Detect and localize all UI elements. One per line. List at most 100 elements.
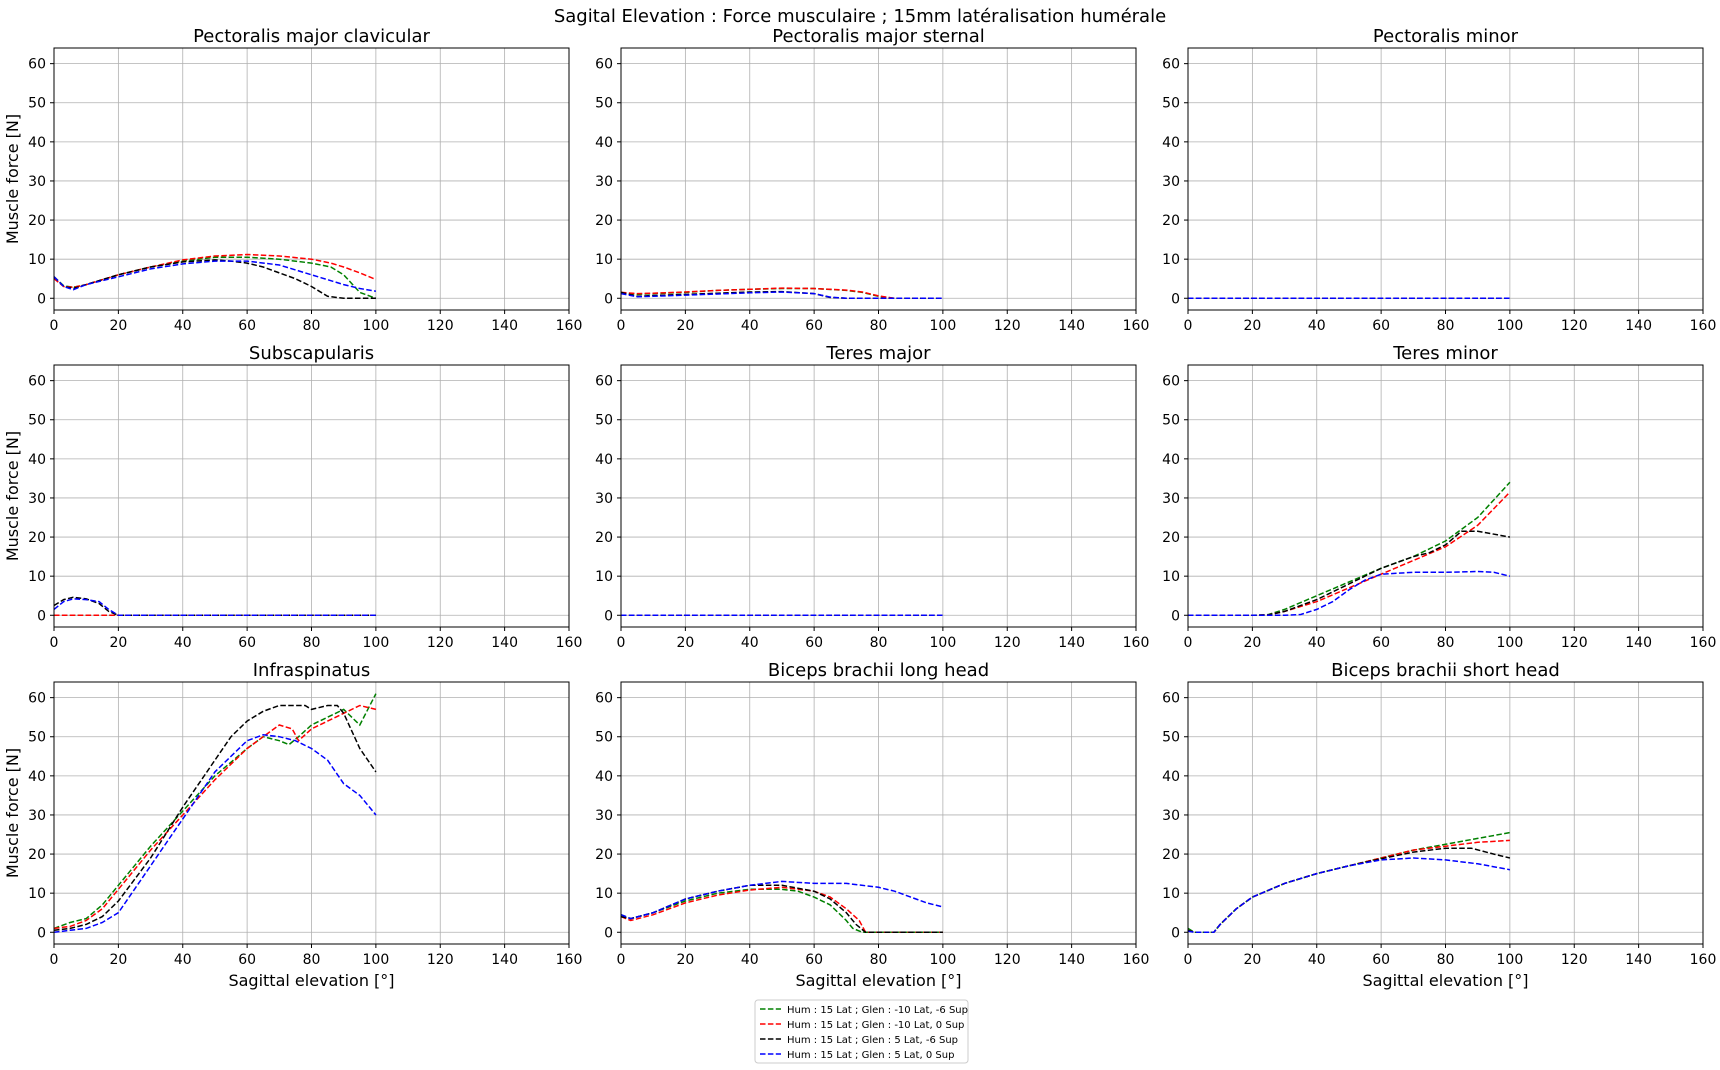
x-tick-label: 120 [1561,635,1588,651]
series-line [620,884,943,934]
x-tick-label: 40 [174,952,192,968]
y-tick-label: 20 [595,530,613,546]
y-tick-label: 0 [1171,608,1180,624]
x-tick-label: 0 [50,318,59,334]
x-axis-label: Sagittal elevation [°] [228,971,394,990]
x-tick-label: 20 [1243,635,1261,651]
y-tick-label: 30 [595,174,613,190]
y-tick-label: 30 [28,491,46,507]
figure-title: Sagital Elevation : Force musculaire ; 1… [554,6,1166,27]
series-line [1188,491,1511,617]
x-tick-label: 0 [50,952,59,968]
x-tick-label: 80 [870,952,888,968]
subplot-title: Pectoralis minor [1373,26,1519,47]
y-tick-label: 60 [1162,374,1180,390]
y-tick-label: 60 [595,374,613,390]
y-tick-label: 40 [1162,135,1180,151]
x-tick-label: 80 [870,318,888,334]
y-tick-label: 30 [28,174,46,190]
x-tick-label: 100 [1497,318,1524,334]
x-tick-label: 20 [1243,952,1261,968]
y-tick-label: 30 [1162,491,1180,507]
x-tick-label: 40 [1308,318,1326,334]
y-tick-label: 20 [28,530,46,546]
x-tick-label: 20 [676,318,694,334]
x-axis-label: Sagittal elevation [°] [795,971,961,990]
y-tick-label: 40 [595,135,613,151]
x-tick-label: 120 [1561,318,1588,334]
x-tick-label: 0 [1184,952,1193,968]
subplot-title: Pectoralis major clavicular [193,26,430,47]
y-tick-label: 60 [28,691,46,707]
y-tick-label: 50 [1162,730,1180,746]
legend-label: Hum : 15 Lat ; Glen : -10 Lat, -6 Sup [787,1005,968,1016]
y-tick-label: 50 [28,413,46,429]
x-tick-label: 60 [805,635,823,651]
x-tick-label: 40 [741,318,759,334]
y-tick-label: 50 [28,730,46,746]
y-tick-label: 40 [28,135,46,151]
series-line [53,704,377,932]
x-tick-label: 60 [1372,318,1390,334]
x-tick-label: 140 [1625,635,1652,651]
x-tick-label: 20 [676,635,694,651]
x-tick-label: 80 [303,635,321,651]
x-tick-label: 160 [1690,318,1717,334]
x-tick-label: 140 [1625,318,1652,334]
subplot: 0 20 40 60 80 100 120 140 160 0 10 20 30 40 50 60 Biceps… [1162,660,1716,990]
x-tick-label: 140 [1058,635,1085,651]
x-tick-label: 80 [303,952,321,968]
x-tick-label: 120 [994,952,1021,968]
series-line [1188,530,1511,617]
y-tick-label: 60 [595,691,613,707]
x-tick-label: 160 [1690,952,1717,968]
y-tick-label: 40 [28,452,46,468]
panels: 0 20 40 60 80 100 120 140 1600102030405060Pector… [3,26,1716,990]
subplot-title: Teres major [825,343,931,364]
x-tick-label: 60 [238,635,256,651]
subplot: 0 20 40 60 80 100 120 140 160 0 10 20 30 40 50 60 Pector… [1162,26,1716,334]
x-tick-label: 60 [1372,635,1390,651]
series-line [53,596,376,617]
x-tick-label: 140 [1625,952,1652,968]
subplot-title: Teres minor [1392,343,1498,364]
x-tick-label: 140 [1058,952,1085,968]
y-tick-label: 40 [595,769,613,785]
x-tick-label: 120 [994,318,1021,334]
x-tick-label: 80 [870,635,888,651]
y-tick-label: 0 [1171,925,1180,941]
subplot: 0 20 40 60 80 100 120 140 160 0 10 20 30 40 50 60 Pector… [3,26,582,334]
y-tick-label: 10 [28,569,46,585]
x-tick-label: 160 [1690,635,1717,651]
subplot-title: Infraspinatus [253,660,371,681]
legend-label: Hum : 15 Lat ; Glen : 5 Lat, -6 Sup [787,1035,958,1046]
x-tick-label: 40 [1308,635,1326,651]
series-line [53,253,377,289]
x-tick-label: 100 [930,318,957,334]
y-tick-label: 0 [604,925,613,941]
y-tick-label: 60 [595,57,613,73]
x-tick-label: 20 [1243,318,1261,334]
x-tick-label: 60 [805,318,823,334]
subplot-title: Biceps brachii short head [1331,660,1560,681]
y-tick-label: 30 [1162,174,1180,190]
y-tick-label: 10 [28,886,46,902]
x-tick-label: 160 [556,318,583,334]
subplot-title: Biceps brachii long head [768,660,989,681]
x-tick-label: 140 [1058,318,1085,334]
y-tick-label: 10 [1162,252,1180,268]
series-line [53,734,377,934]
series-line [1188,481,1511,617]
series-line [53,256,377,300]
y-axis-label: Muscle force [N] [3,431,22,561]
y-tick-label: 10 [1162,569,1180,585]
x-tick-label: 0 [50,635,59,651]
legend-box [754,999,969,1064]
y-tick-label: 0 [604,608,613,624]
subplot: 0 20 40 60 80 100 120 140 160 0 10 20 30 40 50 60 Teres … [595,343,1149,651]
x-tick-label: 120 [427,635,454,651]
y-tick-label: 60 [1162,691,1180,707]
y-tick-label: 40 [1162,452,1180,468]
series-line [1188,570,1511,617]
x-tick-label: 0 [617,635,626,651]
